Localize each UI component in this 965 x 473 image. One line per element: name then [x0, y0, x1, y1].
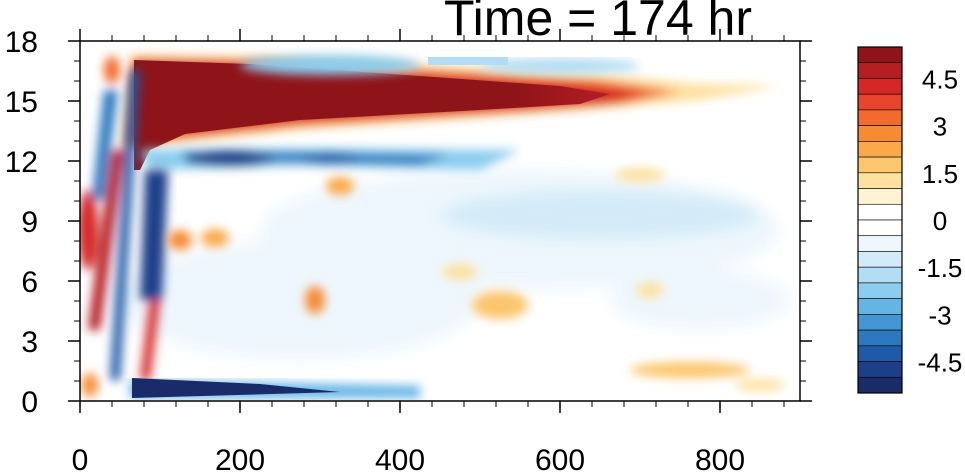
y-tick-label: 6 — [21, 266, 38, 299]
colorbar-swatch — [857, 282, 903, 299]
title-mask — [428, 41, 800, 57]
cool-tilted-filament — [140, 170, 168, 300]
colorbar: 4.5 3 1.5 0 -1.5 -3 -4.5 — [857, 46, 963, 394]
warm-jet — [134, 60, 610, 170]
warm-patch — [636, 282, 664, 298]
colorbar-label: 1.5 — [922, 159, 958, 189]
colorbar-label: 4.5 — [922, 64, 958, 94]
colorbar-swatch — [857, 219, 903, 237]
cool-tilted-filament — [110, 70, 140, 380]
colorbar-swatch — [857, 235, 903, 252]
colorbar-swatch — [857, 203, 903, 221]
cool-core — [300, 152, 360, 164]
warm-patch — [735, 379, 785, 391]
colorbar-swatch — [857, 141, 903, 158]
y-tick-label: 12 — [5, 146, 38, 179]
colorbar-swatch — [857, 361, 903, 378]
colorbar-swatch — [857, 125, 903, 142]
cool-strip-top — [428, 57, 508, 65]
colorbar-swatch — [857, 46, 903, 64]
colorbar-label: -4.5 — [918, 348, 963, 378]
plot-title: Time = 174 hr — [444, 0, 753, 46]
colorbar-label: 3 — [933, 112, 947, 142]
cool-core — [185, 150, 275, 166]
warm-tilted-filament — [88, 150, 124, 330]
colorbar-swatch — [857, 314, 903, 331]
warm-patch — [305, 286, 325, 314]
colorbar-swatch — [857, 188, 903, 205]
colorbar-swatch — [857, 329, 903, 347]
y-tick-label: 9 — [21, 206, 38, 239]
colorbar-swatch — [857, 266, 903, 284]
axis-ticks — [68, 29, 812, 413]
heatmap-field — [80, 41, 800, 401]
x-tick-label: 400 — [375, 444, 425, 473]
warm-patch-left — [82, 373, 98, 397]
colorbar-frame — [857, 46, 903, 394]
colorbar-swatch — [857, 156, 903, 174]
warm-tilted-filament — [140, 300, 160, 380]
warm-patch-left — [80, 190, 98, 270]
axis-tick-labels: 0 200 400 600 800 0 3 6 9 12 15 18 — [5, 26, 745, 473]
cool-patch-top — [480, 58, 640, 74]
x-tick-label: 0 — [72, 444, 89, 473]
x-tick-label: 800 — [695, 444, 745, 473]
colorbar-swatch — [857, 345, 903, 362]
light-blue-haze — [120, 240, 480, 360]
cool-patch-top — [240, 55, 420, 75]
y-tick-label: 3 — [21, 326, 38, 359]
warm-patch-left — [104, 56, 120, 84]
warm-patch — [201, 229, 229, 247]
colorbar-swatch — [857, 172, 903, 189]
warm-patch — [615, 168, 665, 182]
colorbar-swatch — [857, 298, 903, 315]
warm-patch — [442, 264, 478, 280]
cool-tilted-filament — [92, 90, 118, 200]
colorbar-swatch — [857, 78, 903, 95]
y-tick-label: 15 — [5, 86, 38, 119]
colorbar-label: 0 — [933, 206, 947, 236]
x-tick-label: 200 — [215, 444, 265, 473]
y-tick-label: 0 — [21, 386, 38, 419]
warm-patch — [472, 291, 528, 319]
colorbar-swatch — [857, 62, 903, 79]
colorbar-swatch — [857, 109, 903, 126]
warm-patch — [326, 177, 354, 195]
colorbar-swatch — [857, 93, 903, 111]
light-blue-haze — [440, 190, 760, 240]
y-tick-label: 18 — [5, 26, 38, 59]
colorbar-swatch — [857, 251, 903, 268]
light-blue-haze — [610, 270, 790, 330]
warm-patch — [168, 230, 192, 250]
colorbar-label: -1.5 — [918, 253, 963, 283]
x-tick-label: 600 — [535, 444, 585, 473]
warm-patch — [630, 362, 750, 378]
colorbar-label: -3 — [928, 300, 951, 330]
colorbar-swatch — [857, 376, 903, 394]
cool-band-near-surface-core — [132, 378, 340, 398]
